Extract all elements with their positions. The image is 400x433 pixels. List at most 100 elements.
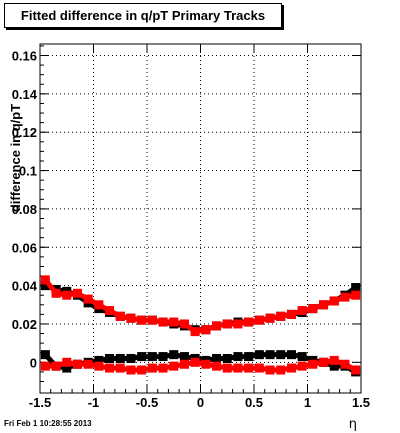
data-point xyxy=(254,315,264,325)
data-point xyxy=(126,353,136,363)
data-point xyxy=(329,355,339,365)
data-point xyxy=(233,363,243,373)
x-tick-label: -1.5 xyxy=(29,395,51,410)
data-point xyxy=(158,363,168,373)
grid-lines xyxy=(40,44,361,393)
data-point xyxy=(265,313,275,323)
y-tick-label: 0.06 xyxy=(12,240,37,255)
x-tick-label: 1 xyxy=(304,395,311,410)
data-point xyxy=(72,359,82,369)
data-point xyxy=(94,361,104,371)
data-point xyxy=(308,304,318,314)
data-point xyxy=(83,359,93,369)
data-point xyxy=(147,315,157,325)
data-point xyxy=(351,290,361,300)
data-point xyxy=(62,290,72,300)
data-point xyxy=(179,359,189,369)
x-tick-label: 0.5 xyxy=(245,395,263,410)
y-tick-label: 0.16 xyxy=(12,49,37,64)
data-point xyxy=(244,317,254,327)
timestamp-label: Fri Feb 1 10:28:55 2013 xyxy=(4,419,92,428)
data-point xyxy=(179,319,189,329)
x-tick-label: 0 xyxy=(197,395,204,410)
data-point xyxy=(201,325,211,335)
data-point xyxy=(276,350,286,360)
data-point xyxy=(72,288,82,298)
x-axis-label: η xyxy=(349,417,357,432)
data-point xyxy=(212,361,222,371)
y-tick-labels: 0 0.02 0.04 0.06 0.08 0.1 0.12 0.14 0.16 xyxy=(12,49,38,371)
data-point xyxy=(351,283,361,293)
data-point xyxy=(115,353,125,363)
data-series xyxy=(40,275,361,377)
data-point xyxy=(286,363,296,373)
chart-title: Fitted difference in q/pT Primary Tracks xyxy=(20,8,266,23)
y-axis-label: difference in q/pT xyxy=(8,104,23,212)
data-point xyxy=(40,281,50,291)
data-point xyxy=(254,350,264,360)
data-point xyxy=(329,361,339,371)
data-point xyxy=(319,300,329,310)
data-point xyxy=(222,353,232,363)
data-point xyxy=(137,352,147,362)
data-point xyxy=(126,313,136,323)
data-point xyxy=(297,352,307,362)
x-tick-labels: -1.5 -1 -0.5 0 0.5 1 1.5 xyxy=(29,395,370,410)
data-point xyxy=(40,275,50,285)
data-point xyxy=(115,311,125,321)
y-tick-label: 0.08 xyxy=(12,202,37,217)
data-point xyxy=(105,363,115,373)
data-point xyxy=(297,306,307,316)
data-point xyxy=(105,353,115,363)
data-point xyxy=(222,363,232,373)
data-point xyxy=(212,353,222,363)
data-point xyxy=(286,309,296,319)
data-point xyxy=(340,292,350,302)
data-point xyxy=(40,361,50,371)
data-point xyxy=(233,352,243,362)
data-point xyxy=(126,365,136,375)
data-point xyxy=(115,363,125,373)
data-point xyxy=(40,350,50,360)
axis-ticks xyxy=(39,44,362,393)
data-point xyxy=(158,352,168,362)
data-point xyxy=(286,350,296,360)
chart-title-box: Fitted difference in q/pT Primary Tracks xyxy=(4,3,282,28)
series-3 xyxy=(40,355,361,375)
data-point xyxy=(137,315,147,325)
data-point xyxy=(201,359,211,369)
data-point xyxy=(83,294,93,304)
data-point xyxy=(254,363,264,373)
y-tick-label: 0 xyxy=(30,355,37,370)
data-point xyxy=(244,363,254,373)
y-tick-label: 0.1 xyxy=(19,164,37,179)
data-point xyxy=(105,306,115,316)
data-point xyxy=(222,319,232,329)
data-point xyxy=(190,357,200,367)
data-point xyxy=(62,357,72,367)
data-point xyxy=(244,352,254,362)
data-point xyxy=(265,350,275,360)
data-point xyxy=(51,288,61,298)
x-tick-label: 1.5 xyxy=(352,395,370,410)
x-tick-label: -0.5 xyxy=(136,395,158,410)
data-point xyxy=(158,317,168,327)
data-point xyxy=(169,317,179,327)
data-point xyxy=(190,327,200,337)
data-point xyxy=(137,365,147,375)
data-point xyxy=(276,365,286,375)
series-2 xyxy=(40,275,361,337)
data-point xyxy=(276,311,286,321)
data-point xyxy=(62,363,72,373)
data-point xyxy=(340,359,350,369)
y-tick-label: 0.02 xyxy=(12,317,37,332)
data-point xyxy=(51,361,61,371)
data-point xyxy=(147,352,157,362)
data-point xyxy=(179,352,189,362)
data-point xyxy=(94,355,104,365)
data-point xyxy=(94,300,104,310)
y-tick-label: 0.14 xyxy=(12,87,38,102)
data-point xyxy=(212,321,222,331)
y-tick-label: 0.04 xyxy=(12,279,38,294)
